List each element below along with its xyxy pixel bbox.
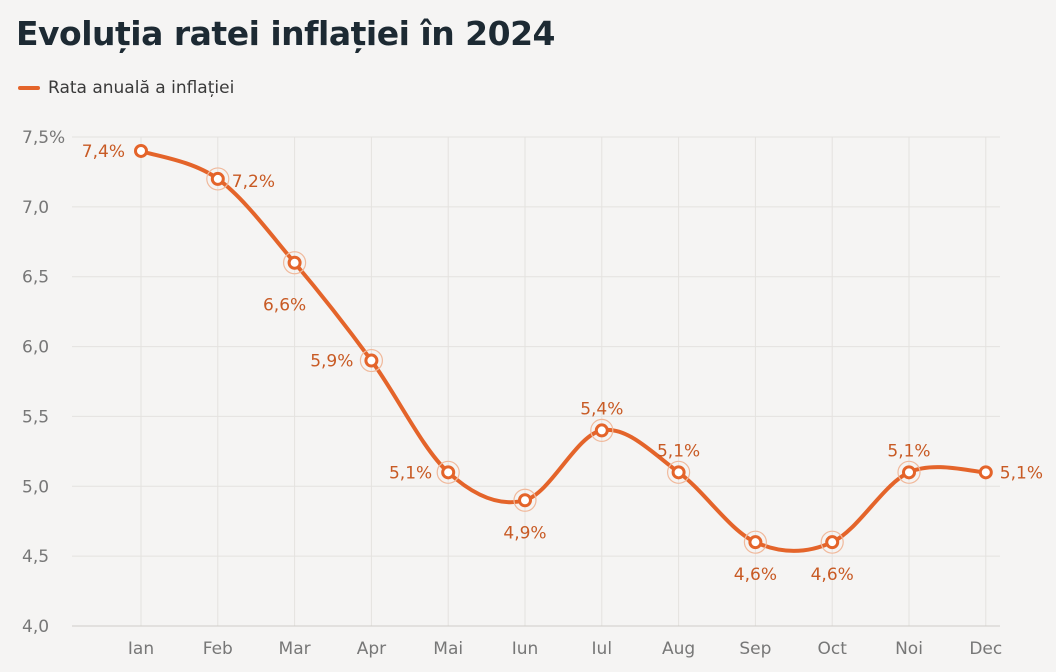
data-point-halo [513, 488, 537, 512]
y-tick-label: 7,0 [22, 198, 49, 218]
data-point [825, 535, 840, 550]
data-point [134, 143, 148, 158]
chart-title: Evoluția ratei inflației în 2024 [16, 14, 556, 53]
data-point-halo [359, 348, 383, 373]
data-label: 5,9% [310, 352, 353, 372]
data-label: 4,6% [811, 565, 854, 585]
data-point [594, 423, 609, 438]
y-tick-label: 6,0 [22, 338, 49, 358]
data-label: 6,6% [263, 296, 306, 316]
data-label: 5,1% [887, 441, 930, 461]
data-point [364, 353, 379, 368]
data-point [978, 465, 993, 480]
data-point [902, 465, 916, 480]
data-point-halo [666, 460, 691, 484]
x-tick-label: Aug [662, 639, 695, 659]
data-label: 5,1% [389, 463, 432, 483]
data-point-halo [436, 460, 460, 484]
data-point [748, 535, 763, 550]
data-point [671, 465, 686, 480]
y-tick-label: 5,5 [22, 407, 49, 427]
data-point [518, 493, 532, 508]
x-tick-label: Dec [969, 639, 1002, 659]
data-label: 4,6% [734, 565, 777, 585]
data-point [210, 171, 225, 186]
x-tick-label: Apr [357, 639, 386, 659]
y-tick-label: 4,0 [22, 617, 49, 637]
data-label: 4,9% [503, 523, 546, 543]
data-point-halo [897, 460, 921, 484]
x-tick-label: Mar [279, 639, 311, 659]
x-tick-label: Noi [895, 639, 923, 659]
x-tick-label: Mai [433, 639, 463, 659]
data-label: 5,1% [657, 441, 700, 461]
x-tick-label: Ian [128, 639, 154, 659]
data-label: 5,4% [580, 399, 623, 419]
x-tick-label: Oct [817, 639, 847, 659]
legend: Rata anuală a inflației [18, 78, 234, 98]
series-line [139, 148, 988, 553]
data-point [441, 465, 456, 480]
y-tick-label: 6,5 [22, 268, 49, 288]
data-label: 7,4% [82, 142, 125, 162]
x-tick-label: Iun [512, 639, 539, 659]
data-label: 5,1% [1000, 463, 1043, 483]
data-point-halo [820, 530, 844, 554]
data-label: 7,2% [232, 172, 275, 192]
data-point-halo [743, 530, 768, 554]
y-tick-label: 7,5% [22, 128, 65, 148]
x-tick-label: Sep [739, 639, 771, 659]
data-point-halo [206, 167, 230, 191]
y-tick-label: 4,5 [22, 547, 49, 567]
x-tick-label: Iul [592, 639, 613, 659]
y-tick-label: 5,0 [22, 477, 49, 497]
x-tick-label: Feb [203, 639, 233, 659]
data-point [287, 255, 302, 270]
data-point-halo [283, 251, 307, 275]
legend-label: Rata anuală a inflației [48, 78, 235, 98]
data-point-halo [590, 418, 614, 442]
legend-swatch [18, 86, 40, 90]
